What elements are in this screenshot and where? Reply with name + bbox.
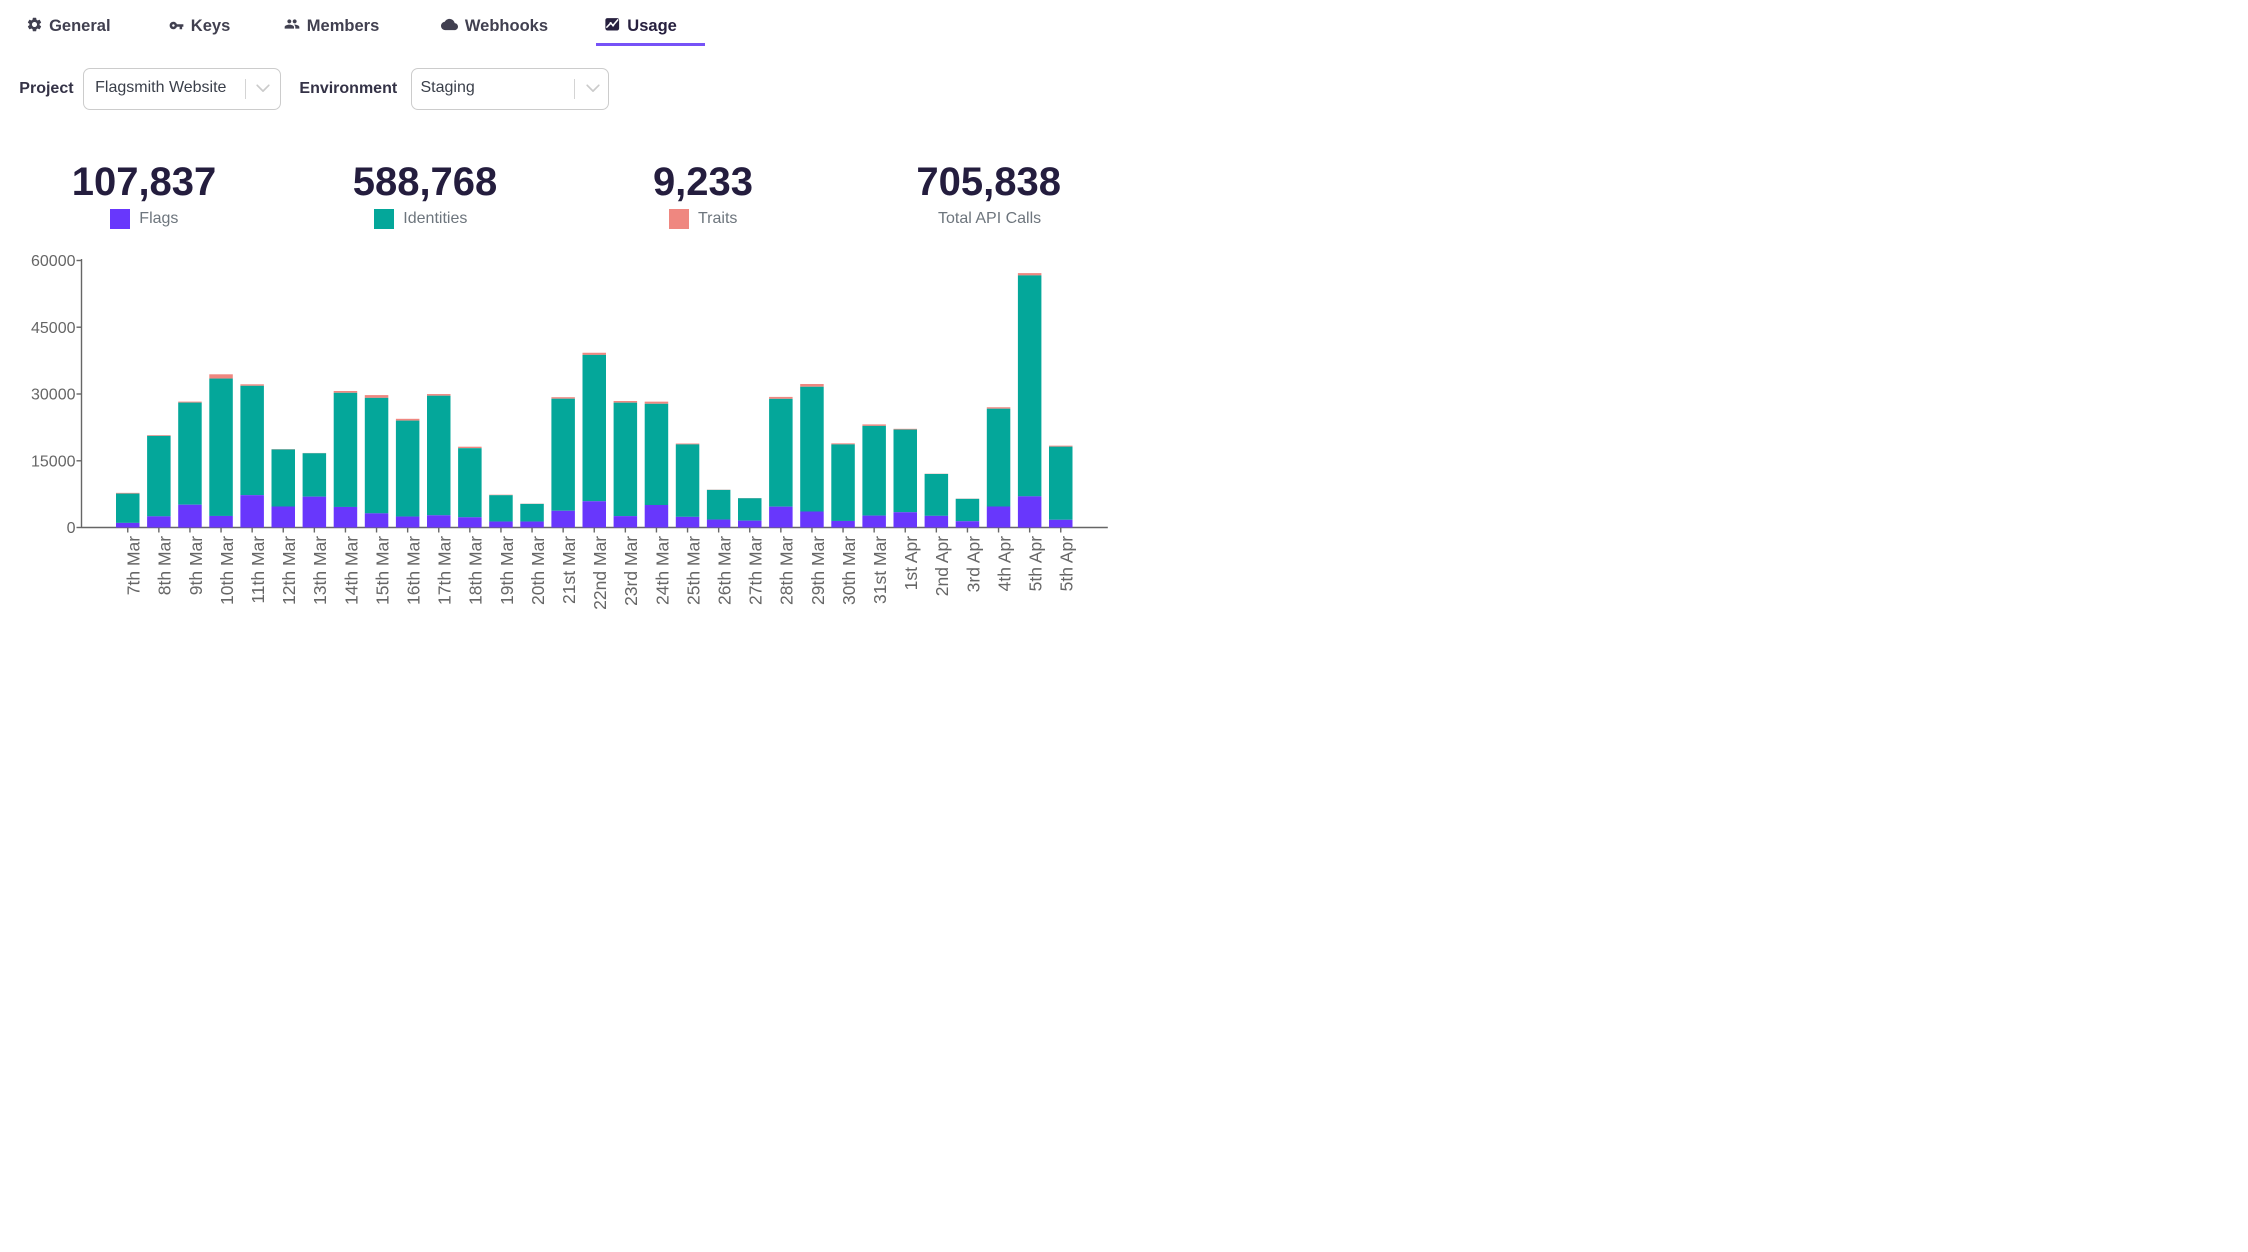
svg-text:45000: 45000 bbox=[31, 320, 76, 337]
svg-text:3rd Apr: 3rd Apr bbox=[963, 536, 983, 593]
svg-text:7th Mar: 7th Mar bbox=[124, 536, 144, 595]
svg-text:19th Mar: 19th Mar bbox=[497, 536, 517, 605]
svg-text:16th Mar: 16th Mar bbox=[404, 536, 424, 605]
svg-text:27th Mar: 27th Mar bbox=[746, 536, 766, 605]
svg-text:60000: 60000 bbox=[31, 253, 76, 270]
svg-text:20th Mar: 20th Mar bbox=[528, 536, 548, 605]
svg-text:8th Mar: 8th Mar bbox=[155, 536, 175, 595]
svg-text:4th Apr: 4th Apr bbox=[994, 536, 1014, 592]
svg-text:30th Mar: 30th Mar bbox=[839, 536, 859, 605]
svg-text:26th Mar: 26th Mar bbox=[715, 536, 735, 605]
svg-text:25th Mar: 25th Mar bbox=[683, 536, 703, 605]
svg-text:15th Mar: 15th Mar bbox=[372, 536, 392, 605]
svg-text:1st Apr: 1st Apr bbox=[901, 536, 921, 591]
svg-text:5th Apr: 5th Apr bbox=[1057, 536, 1077, 592]
svg-text:17th Mar: 17th Mar bbox=[435, 536, 455, 605]
svg-text:10th Mar: 10th Mar bbox=[217, 536, 237, 605]
svg-text:14th Mar: 14th Mar bbox=[341, 536, 361, 605]
svg-text:11th Mar: 11th Mar bbox=[248, 536, 268, 604]
svg-text:12th Mar: 12th Mar bbox=[279, 536, 299, 605]
svg-text:23rd Mar: 23rd Mar bbox=[621, 536, 641, 606]
svg-text:5th Apr: 5th Apr bbox=[1026, 536, 1046, 592]
svg-text:13th Mar: 13th Mar bbox=[310, 536, 330, 605]
svg-text:24th Mar: 24th Mar bbox=[652, 536, 672, 605]
svg-text:15000: 15000 bbox=[31, 453, 76, 470]
svg-text:30000: 30000 bbox=[31, 387, 76, 404]
svg-text:0: 0 bbox=[67, 520, 76, 537]
svg-text:29th Mar: 29th Mar bbox=[808, 536, 828, 605]
svg-text:2nd Apr: 2nd Apr bbox=[932, 536, 952, 596]
svg-text:21st Mar: 21st Mar bbox=[559, 536, 579, 604]
svg-text:22nd Mar: 22nd Mar bbox=[590, 536, 610, 610]
svg-text:28th Mar: 28th Mar bbox=[777, 536, 797, 605]
svg-text:9th Mar: 9th Mar bbox=[186, 536, 206, 595]
svg-text:18th Mar: 18th Mar bbox=[466, 536, 486, 605]
svg-text:31st Mar: 31st Mar bbox=[870, 536, 890, 604]
